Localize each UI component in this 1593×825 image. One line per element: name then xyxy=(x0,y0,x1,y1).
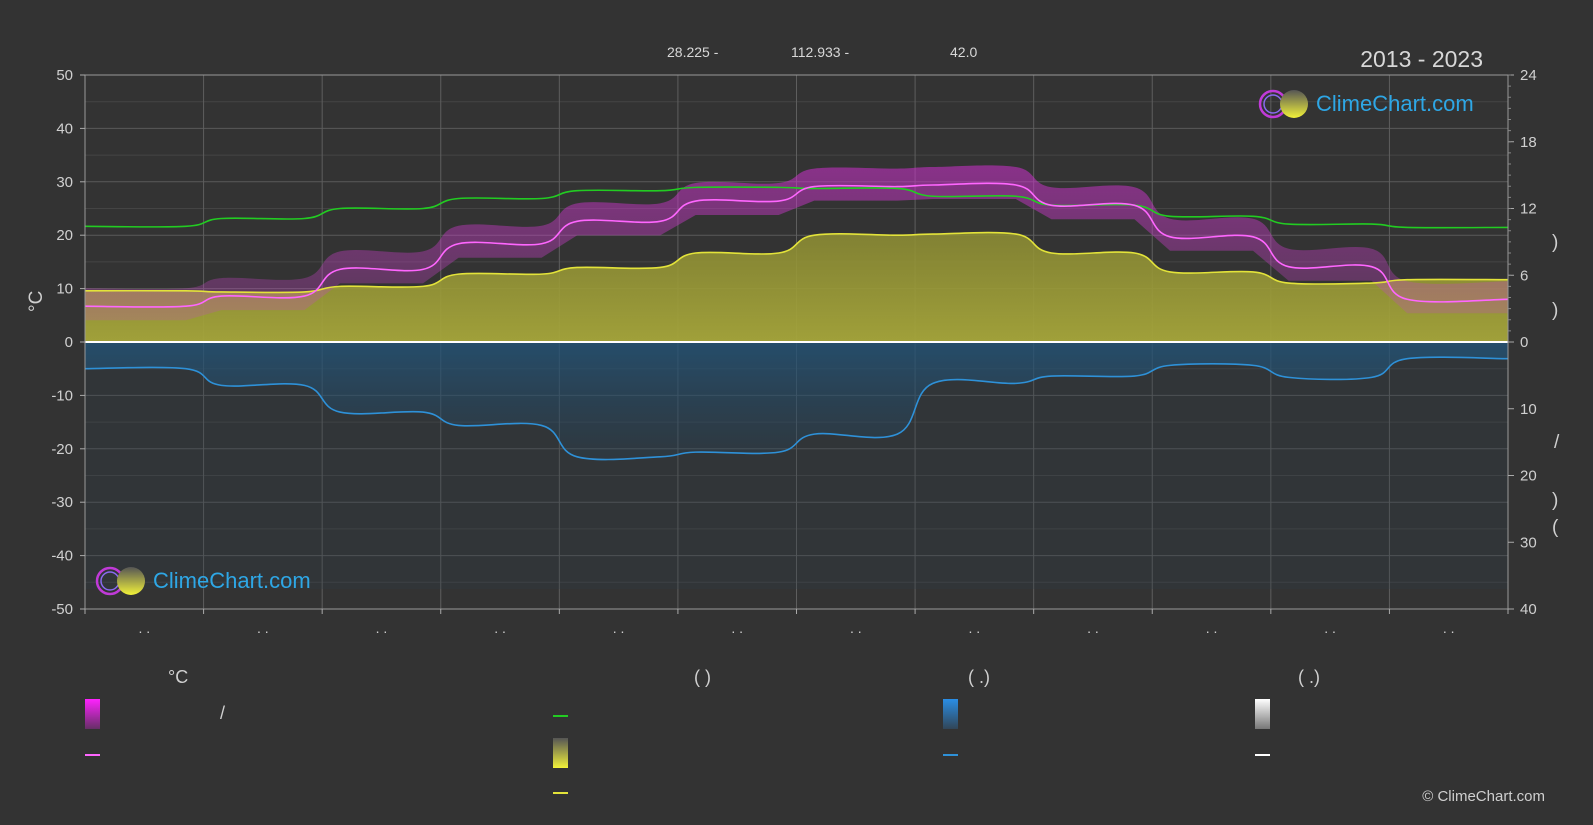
legend-snow-head: ( .) xyxy=(1298,667,1320,687)
longitude-label: 112.933 - xyxy=(791,44,850,60)
legend-snow-line xyxy=(1255,754,1270,756)
y-left-tick-label: -40 xyxy=(51,548,73,565)
legend-sunshine-line xyxy=(553,792,568,794)
x-month-label: . . xyxy=(376,620,388,636)
y-left-tick-label: -30 xyxy=(51,494,73,511)
legend-temp-range-swatch xyxy=(85,699,100,729)
y-right-hours-label: 24 xyxy=(1520,67,1537,84)
x-month-label: . . xyxy=(850,620,862,636)
y-left-tick-label: -50 xyxy=(51,601,73,618)
y-left-tick-label: 50 xyxy=(56,67,73,84)
logo-text: ClimeChart.com xyxy=(153,568,311,593)
climechart-logo-icon xyxy=(95,566,145,596)
y-right-hours-label: 18 xyxy=(1520,134,1537,151)
elevation-label: 42.0 xyxy=(950,44,978,60)
y-left-tick-label: 0 xyxy=(65,334,73,351)
y-left-tick-label: 20 xyxy=(56,227,73,244)
temperature-mean-line xyxy=(84,182,1509,308)
x-month-label: . . xyxy=(1206,620,1218,636)
legend-daylight-line xyxy=(553,715,568,717)
x-month-label: . . xyxy=(1087,620,1099,636)
right-axis-glyph-5: ( xyxy=(1552,517,1559,538)
precipitation-line xyxy=(84,356,1509,461)
y-right-hours-label: 0 xyxy=(1520,334,1528,351)
x-month-label: . . xyxy=(138,620,150,636)
right-axis-glyph-1: ) xyxy=(1552,232,1559,253)
y-left-tick-label: 40 xyxy=(56,120,73,137)
right-axis-glyph-2: ) xyxy=(1552,300,1559,321)
legend-sun-head: ( ) xyxy=(694,667,711,687)
x-month-label: . . xyxy=(731,620,743,636)
latitude-label: 28.225 - xyxy=(667,44,719,60)
legend-rain-head: ( .) xyxy=(968,667,990,687)
y-right-mm-label: 30 xyxy=(1520,534,1537,551)
y-left-tick-label: -20 xyxy=(51,441,73,458)
precip-shadow xyxy=(85,342,1508,589)
x-month-label: . . xyxy=(257,620,269,636)
y-right-mm-label: 20 xyxy=(1520,468,1537,485)
x-month-label: . . xyxy=(1324,620,1336,636)
y-right-hours-label: 6 xyxy=(1520,267,1528,284)
x-month-label: . . xyxy=(969,620,981,636)
y-left-tick-label: -10 xyxy=(51,387,73,404)
y-right-hours-label: 12 xyxy=(1520,201,1537,218)
legend-temp-mean-line xyxy=(85,754,100,756)
y-left-tick-label: 10 xyxy=(56,281,73,298)
x-month-label: . . xyxy=(613,620,625,636)
legend-precip-line xyxy=(943,754,958,756)
x-month-label: . . xyxy=(1443,620,1455,636)
legend-snow-swatch xyxy=(1255,699,1270,729)
legend-sunshine-swatch xyxy=(553,738,568,768)
logo-bottom[interactable]: ClimeChart.com xyxy=(95,565,311,597)
copyright: © ClimeChart.com xyxy=(1422,788,1545,805)
temperature-range-band xyxy=(85,165,1508,321)
y-axis-title: °C xyxy=(26,290,47,312)
y-left-tick-label: 30 xyxy=(56,174,73,191)
period-label: 2013 - 2023 xyxy=(1360,46,1483,72)
precipitation-area xyxy=(85,342,1508,460)
logo-text: ClimeChart.com xyxy=(1316,91,1474,116)
climechart-logo-icon xyxy=(1258,89,1308,119)
sunshine-area xyxy=(85,232,1508,342)
sunshine-line xyxy=(84,231,1509,294)
legend-temp-head: °C xyxy=(168,667,189,687)
legend-precip-swatch xyxy=(943,699,958,729)
logo-top[interactable]: ClimeChart.com xyxy=(1258,88,1474,120)
x-month-label: . . xyxy=(494,620,506,636)
y-right-mm-label: 10 xyxy=(1520,401,1537,418)
y-right-mm-label: 40 xyxy=(1520,601,1537,618)
right-axis-glyph-4: ) xyxy=(1552,490,1559,511)
right-axis-glyph-3: / xyxy=(1554,432,1560,453)
daylight-line xyxy=(84,186,1509,229)
legend-temp-range-sep: / xyxy=(220,703,226,723)
